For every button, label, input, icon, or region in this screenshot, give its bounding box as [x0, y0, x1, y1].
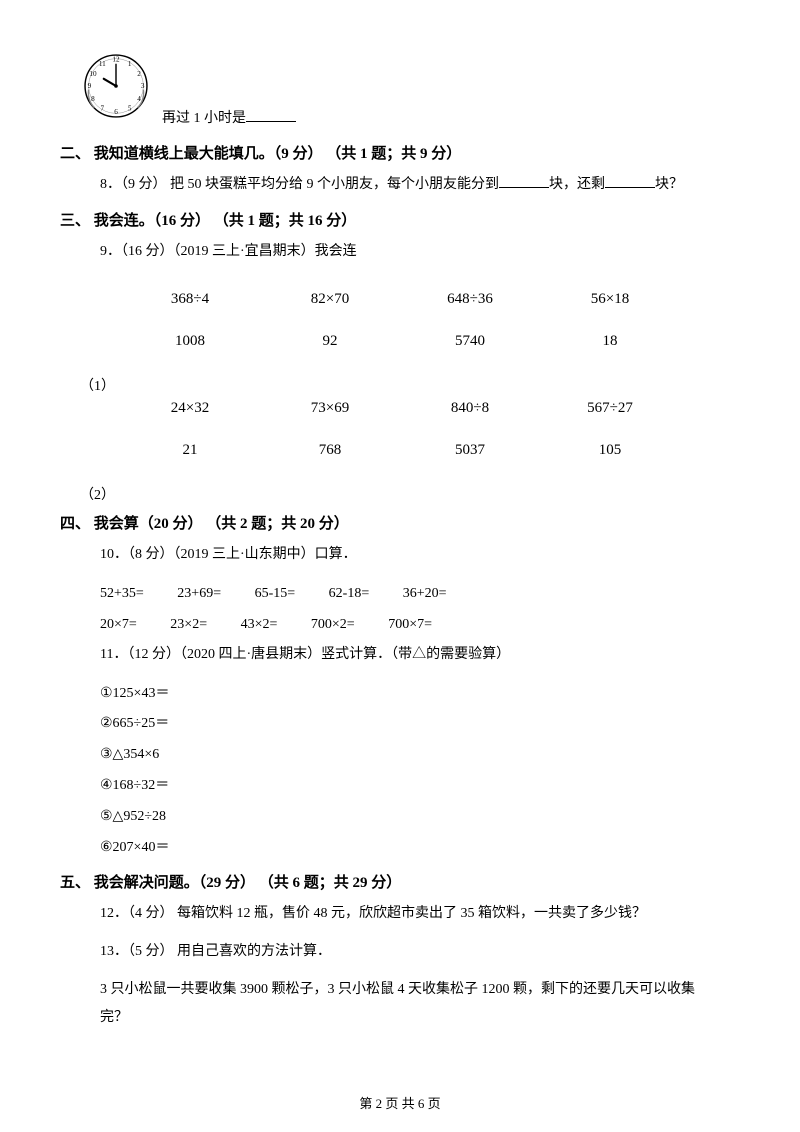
section-2-header: 二、 我知道横线上最大能填几。（9 分） （共 1 题；共 9 分） — [60, 142, 720, 163]
svg-text:8: 8 — [91, 95, 95, 103]
svg-text:3: 3 — [141, 82, 145, 90]
svg-text:1: 1 — [128, 60, 132, 68]
q11-item-3: ③△354×6 — [100, 740, 720, 771]
q11-item-1: ①125×43＝ — [100, 679, 720, 710]
q11-item-5: ⑤△952÷28 — [100, 802, 720, 833]
question-10-intro: 10．（8 分）（2019 三上·山东期中）口算． — [100, 541, 720, 569]
calc-item: 65-15= — [255, 579, 296, 610]
match-item: 105 — [540, 442, 680, 459]
svg-text:6: 6 — [114, 108, 118, 116]
calc-item: 52+35= — [100, 579, 144, 610]
svg-text:12: 12 — [112, 56, 120, 64]
calc-item: 20×7= — [100, 610, 137, 641]
match-row-3: 24×32 73×69 840÷8 567÷27 — [120, 400, 680, 417]
question-11-intro: 11．（12 分）（2020 四上·唐县期末）竖式计算．（带△的需要验算） — [100, 641, 720, 669]
calc-row-2: 20×7= 23×2= 43×2= 700×2= 700×7= — [100, 610, 720, 641]
match-item: 648÷36 — [400, 291, 540, 308]
q8-blank-1 — [499, 174, 549, 188]
question-9-intro: 9．（16 分）（2019 三上·宜昌期末）我会连 — [100, 238, 720, 266]
calc-item: 36+20= — [403, 579, 447, 610]
clock-blank — [246, 108, 296, 122]
q8-mid: 块，还剩 — [549, 177, 605, 192]
clock-question-row: 12 1 2 3 4 5 6 7 8 9 10 11 再过 1 小时是 — [80, 50, 720, 132]
match-item: 73×69 — [260, 400, 400, 417]
match-row-2: 1008 92 5740 18 — [120, 333, 680, 350]
q11-item-2: ②665÷25＝ — [100, 709, 720, 740]
match-item: 18 — [540, 333, 680, 350]
match-item: 21 — [120, 442, 260, 459]
match-item: 56×18 — [540, 291, 680, 308]
clock-text: 再过 1 小时是 — [162, 107, 296, 127]
question-12: 12．（4 分） 每箱饮料 12 瓶，售价 48 元，欣欣超市卖出了 35 箱饮… — [100, 900, 720, 928]
q8-blank-2 — [605, 174, 655, 188]
match-item: 82×70 — [260, 291, 400, 308]
svg-text:10: 10 — [89, 70, 97, 78]
calc-item: 23×2= — [170, 610, 207, 641]
calc-item: 62-18= — [329, 579, 370, 610]
question-13-detail: 3 只小松鼠一共要收集 3900 颗松子，3 只小松鼠 4 天收集松子 1200… — [100, 976, 720, 1032]
clock-prefix: 再过 1 小时是 — [162, 111, 246, 126]
calc-item: 700×7= — [388, 610, 432, 641]
clock-icon: 12 1 2 3 4 5 6 7 8 9 10 11 — [80, 50, 152, 127]
calc-item: 700×2= — [311, 610, 355, 641]
match-row-4: 21 768 5037 105 — [120, 442, 680, 459]
match-row-1: 368÷4 82×70 648÷36 56×18 — [120, 291, 680, 308]
q11-item-4: ④168÷32＝ — [100, 771, 720, 802]
question-13: 13．（5 分） 用自己喜欢的方法计算． — [100, 938, 720, 966]
svg-text:9: 9 — [88, 82, 92, 90]
match-item: 5037 — [400, 442, 540, 459]
svg-text:7: 7 — [101, 104, 105, 112]
match-item: 24×32 — [120, 400, 260, 417]
question-8: 8．（9 分） 把 50 块蛋糕平均分给 9 个小朋友，每个小朋友能分到 块，还剩… — [100, 171, 720, 199]
sub-label-2: （2） — [80, 484, 720, 504]
calc-item: 43×2= — [241, 610, 278, 641]
q8-prefix: 8．（9 分） 把 50 块蛋糕平均分给 9 个小朋友，每个小朋友能分到 — [100, 177, 499, 192]
match-item: 840÷8 — [400, 400, 540, 417]
match-item: 368÷4 — [120, 291, 260, 308]
calc-item: 23+69= — [177, 579, 221, 610]
page-footer: 第 2 页 共 6 页 — [0, 1093, 800, 1112]
q8-suffix: 块？ — [655, 177, 683, 192]
q11-item-6: ⑥207×40＝ — [100, 833, 720, 864]
match-item: 567÷27 — [540, 400, 680, 417]
match-item: 1008 — [120, 333, 260, 350]
sub-label-1: （1） — [80, 375, 720, 395]
calc-row-1: 52+35= 23+69= 65-15= 62-18= 36+20= — [100, 579, 720, 610]
svg-text:11: 11 — [99, 60, 106, 68]
svg-text:2: 2 — [137, 70, 141, 78]
section-5-header: 五、 我会解决问题。（29 分） （共 6 题；共 29 分） — [60, 871, 720, 892]
section-4-header: 四、 我会算（20 分） （共 2 题；共 20 分） — [60, 512, 720, 533]
match-item: 5740 — [400, 333, 540, 350]
section-3-header: 三、 我会连。（16 分） （共 1 题；共 16 分） — [60, 209, 720, 230]
match-item: 92 — [260, 333, 400, 350]
svg-text:5: 5 — [128, 104, 132, 112]
svg-text:4: 4 — [137, 95, 141, 103]
match-item: 768 — [260, 442, 400, 459]
